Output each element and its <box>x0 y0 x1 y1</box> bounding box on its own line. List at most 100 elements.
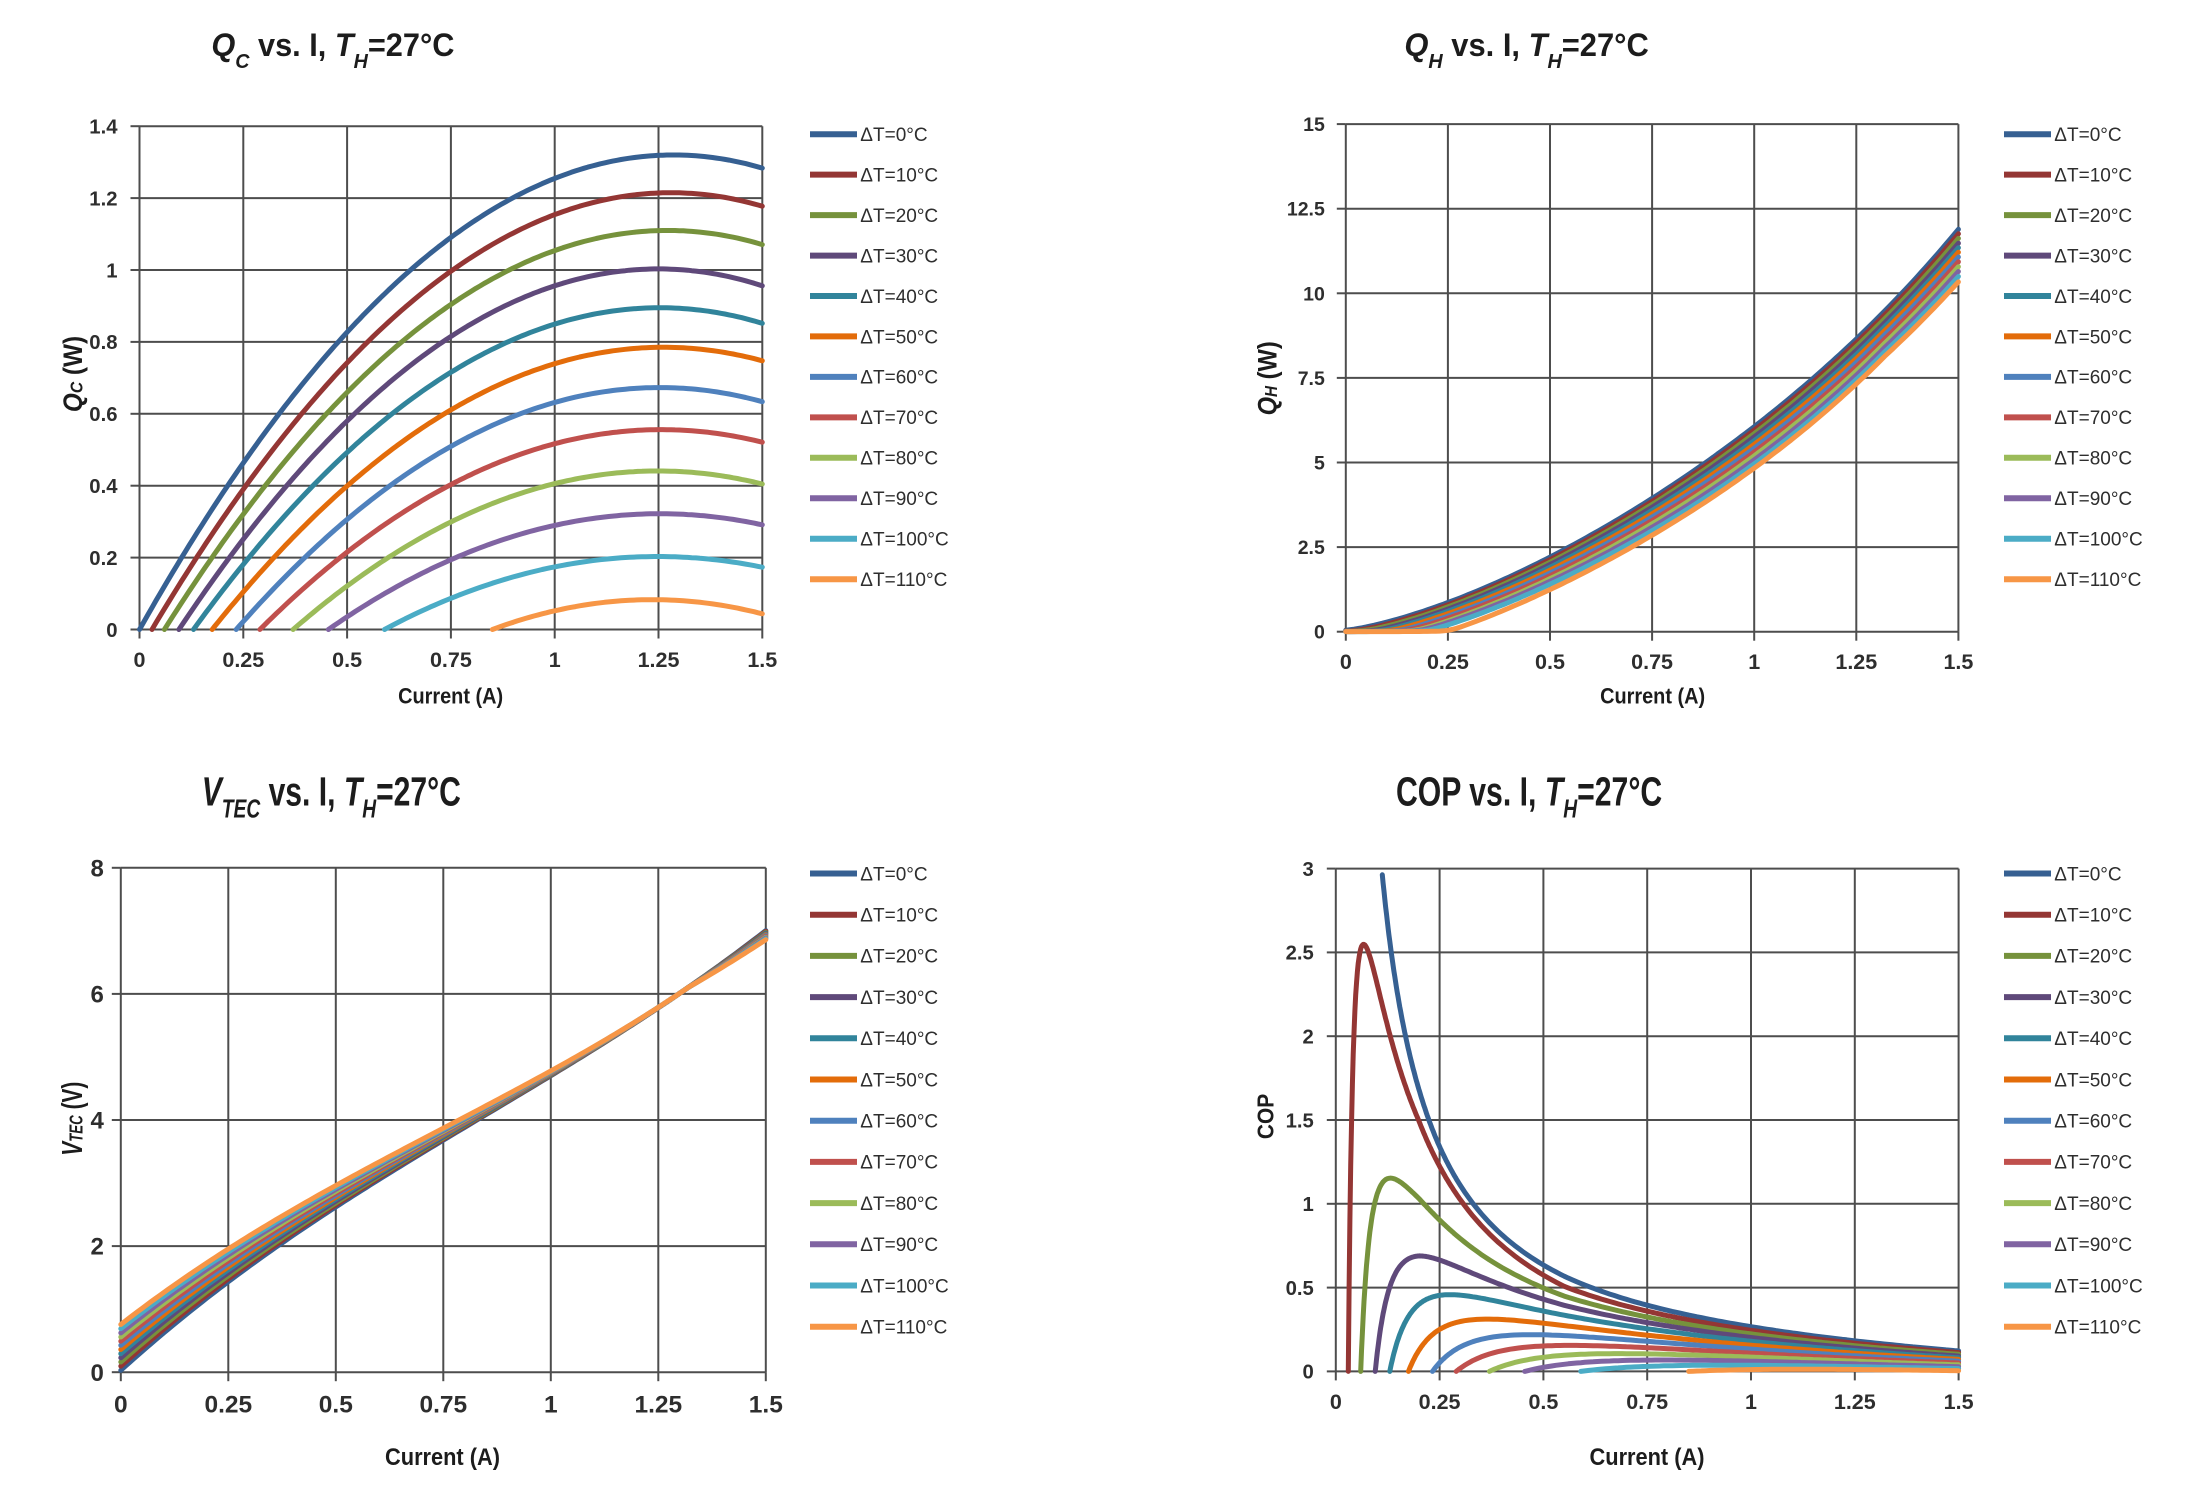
svg-text:ΔT=40°C: ΔT=40°C <box>860 287 938 308</box>
svg-text:1.5: 1.5 <box>1943 650 1973 674</box>
svg-text:0.5: 0.5 <box>332 648 362 672</box>
svg-text:ΔT=50°C: ΔT=50°C <box>860 1070 938 1091</box>
svg-text:ΔT=70°C: ΔT=70°C <box>2054 1153 2132 1174</box>
svg-text:0: 0 <box>90 1360 103 1387</box>
svg-text:0: 0 <box>106 620 117 642</box>
svg-text:0.5: 0.5 <box>1535 650 1565 674</box>
svg-text:0.6: 0.6 <box>89 404 117 426</box>
svg-text:ΔT=100°C: ΔT=100°C <box>2054 1276 2142 1297</box>
svg-text:ΔT=40°C: ΔT=40°C <box>2054 287 2132 308</box>
svg-text:6: 6 <box>90 982 103 1009</box>
svg-text:1.5: 1.5 <box>1944 1390 1974 1414</box>
svg-text:QH​ vs. I, TH​=27°C: QH​ vs. I, TH​=27°C <box>1404 28 1648 73</box>
svg-text:ΔT=110°C: ΔT=110°C <box>2054 570 2141 591</box>
svg-text:ΔT=110°C: ΔT=110°C <box>860 1318 947 1339</box>
svg-text:ΔT=70°C: ΔT=70°C <box>860 408 938 429</box>
svg-text:2.5: 2.5 <box>1298 537 1325 559</box>
svg-text:1.4: 1.4 <box>89 117 118 139</box>
svg-text:ΔT=80°C: ΔT=80°C <box>860 449 938 470</box>
svg-text:ΔT=10°C: ΔT=10°C <box>860 906 938 927</box>
svg-text:ΔT=60°C: ΔT=60°C <box>2054 1112 2132 1133</box>
svg-text:0: 0 <box>1303 1362 1314 1384</box>
svg-text:0: 0 <box>1314 622 1325 644</box>
svg-text:0.5: 0.5 <box>1286 1278 1314 1300</box>
svg-text:1.25: 1.25 <box>634 1392 682 1419</box>
svg-text:15: 15 <box>1303 114 1325 136</box>
svg-text:ΔT=60°C: ΔT=60°C <box>860 1112 938 1133</box>
svg-text:12.5: 12.5 <box>1287 199 1325 221</box>
svg-text:ΔT=20°C: ΔT=20°C <box>2054 947 2132 968</box>
svg-text:0.75: 0.75 <box>1626 1390 1668 1414</box>
svg-text:0: 0 <box>114 1392 128 1419</box>
svg-text:ΔT=20°C: ΔT=20°C <box>860 947 938 968</box>
svg-text:ΔT=60°C: ΔT=60°C <box>2054 368 2132 389</box>
svg-text:ΔT=110°C: ΔT=110°C <box>860 570 947 591</box>
svg-text:0.75: 0.75 <box>430 648 472 672</box>
svg-text:VTEC​ vs. I, TH​=27°C: VTEC​ vs. I, TH​=27°C <box>202 768 461 824</box>
svg-text:2: 2 <box>90 1234 103 1261</box>
svg-text:1.25: 1.25 <box>1834 1390 1876 1414</box>
svg-text:ΔT=50°C: ΔT=50°C <box>2054 327 2132 348</box>
svg-text:1.5: 1.5 <box>1286 1110 1314 1132</box>
svg-text:0.25: 0.25 <box>222 648 264 672</box>
svg-text:ΔT=0°C: ΔT=0°C <box>2054 125 2121 146</box>
svg-text:8: 8 <box>90 855 103 882</box>
svg-text:ΔT=40°C: ΔT=40°C <box>2054 1029 2132 1050</box>
svg-text:ΔT=20°C: ΔT=20°C <box>860 206 938 227</box>
svg-text:ΔT=50°C: ΔT=50°C <box>2054 1070 2132 1091</box>
svg-text:COP vs. I, TH​=27°C: COP vs. I, TH​=27°C <box>1396 768 1662 824</box>
svg-text:ΔT=0°C: ΔT=0°C <box>2054 864 2121 885</box>
svg-text:1: 1 <box>544 1392 558 1419</box>
svg-text:1.25: 1.25 <box>1835 650 1877 674</box>
svg-text:1: 1 <box>1748 650 1760 674</box>
svg-text:ΔT=60°C: ΔT=60°C <box>860 368 938 389</box>
svg-text:1.25: 1.25 <box>638 648 680 672</box>
svg-text:ΔT=20°C: ΔT=20°C <box>2054 206 2132 227</box>
svg-text:10: 10 <box>1303 283 1325 305</box>
svg-text:2: 2 <box>1303 1027 1314 1049</box>
svg-text:1.5: 1.5 <box>749 1392 783 1419</box>
svg-text:QC​ vs. I, TH​=27°C: QC​ vs. I, TH​=27°C <box>211 27 454 72</box>
svg-text:2.5: 2.5 <box>1286 943 1314 965</box>
svg-text:Current (A): Current (A) <box>1600 683 1705 708</box>
svg-text:1: 1 <box>106 260 117 282</box>
svg-text:ΔT=100°C: ΔT=100°C <box>860 530 948 551</box>
svg-text:ΔT=30°C: ΔT=30°C <box>860 988 938 1009</box>
svg-text:ΔT=70°C: ΔT=70°C <box>2054 408 2132 429</box>
svg-text:4: 4 <box>90 1108 104 1135</box>
svg-text:7.5: 7.5 <box>1298 368 1325 390</box>
svg-text:QC​ (W): QC​ (W) <box>59 336 88 412</box>
svg-text:0: 0 <box>1340 650 1352 674</box>
svg-text:ΔT=50°C: ΔT=50°C <box>860 327 938 348</box>
svg-text:Current (A): Current (A) <box>1590 1443 1705 1470</box>
svg-text:0.8: 0.8 <box>89 332 117 354</box>
svg-text:Current (A): Current (A) <box>398 683 503 708</box>
svg-text:ΔT=90°C: ΔT=90°C <box>860 1235 938 1256</box>
svg-text:0: 0 <box>134 648 146 672</box>
svg-text:1: 1 <box>1745 1390 1757 1414</box>
svg-text:ΔT=10°C: ΔT=10°C <box>860 166 938 187</box>
svg-text:0.5: 0.5 <box>1528 1390 1558 1414</box>
svg-text:1.2: 1.2 <box>89 188 117 210</box>
svg-text:VTEC​ (V): VTEC​ (V) <box>57 1082 89 1156</box>
svg-text:ΔT=80°C: ΔT=80°C <box>2054 1194 2132 1215</box>
svg-text:ΔT=80°C: ΔT=80°C <box>860 1194 938 1215</box>
svg-text:0.75: 0.75 <box>1631 650 1673 674</box>
svg-text:QH​ (W): QH​ (W) <box>1253 341 1283 415</box>
svg-text:ΔT=100°C: ΔT=100°C <box>2054 530 2142 551</box>
svg-text:Current (A): Current (A) <box>385 1443 500 1470</box>
svg-text:COP: COP <box>1253 1094 1279 1139</box>
svg-text:1: 1 <box>549 648 561 672</box>
svg-text:0: 0 <box>1330 1390 1342 1414</box>
svg-text:3: 3 <box>1303 859 1314 881</box>
svg-text:ΔT=90°C: ΔT=90°C <box>860 489 938 510</box>
svg-text:1.5: 1.5 <box>747 648 777 672</box>
svg-text:0.25: 0.25 <box>204 1392 252 1419</box>
svg-text:0.5: 0.5 <box>319 1392 353 1419</box>
svg-text:ΔT=40°C: ΔT=40°C <box>860 1029 938 1050</box>
svg-text:ΔT=10°C: ΔT=10°C <box>2054 906 2132 927</box>
svg-text:0.2: 0.2 <box>89 548 117 570</box>
svg-text:ΔT=10°C: ΔT=10°C <box>2054 166 2132 187</box>
svg-text:ΔT=0°C: ΔT=0°C <box>860 125 927 146</box>
svg-text:ΔT=30°C: ΔT=30°C <box>2054 246 2132 267</box>
